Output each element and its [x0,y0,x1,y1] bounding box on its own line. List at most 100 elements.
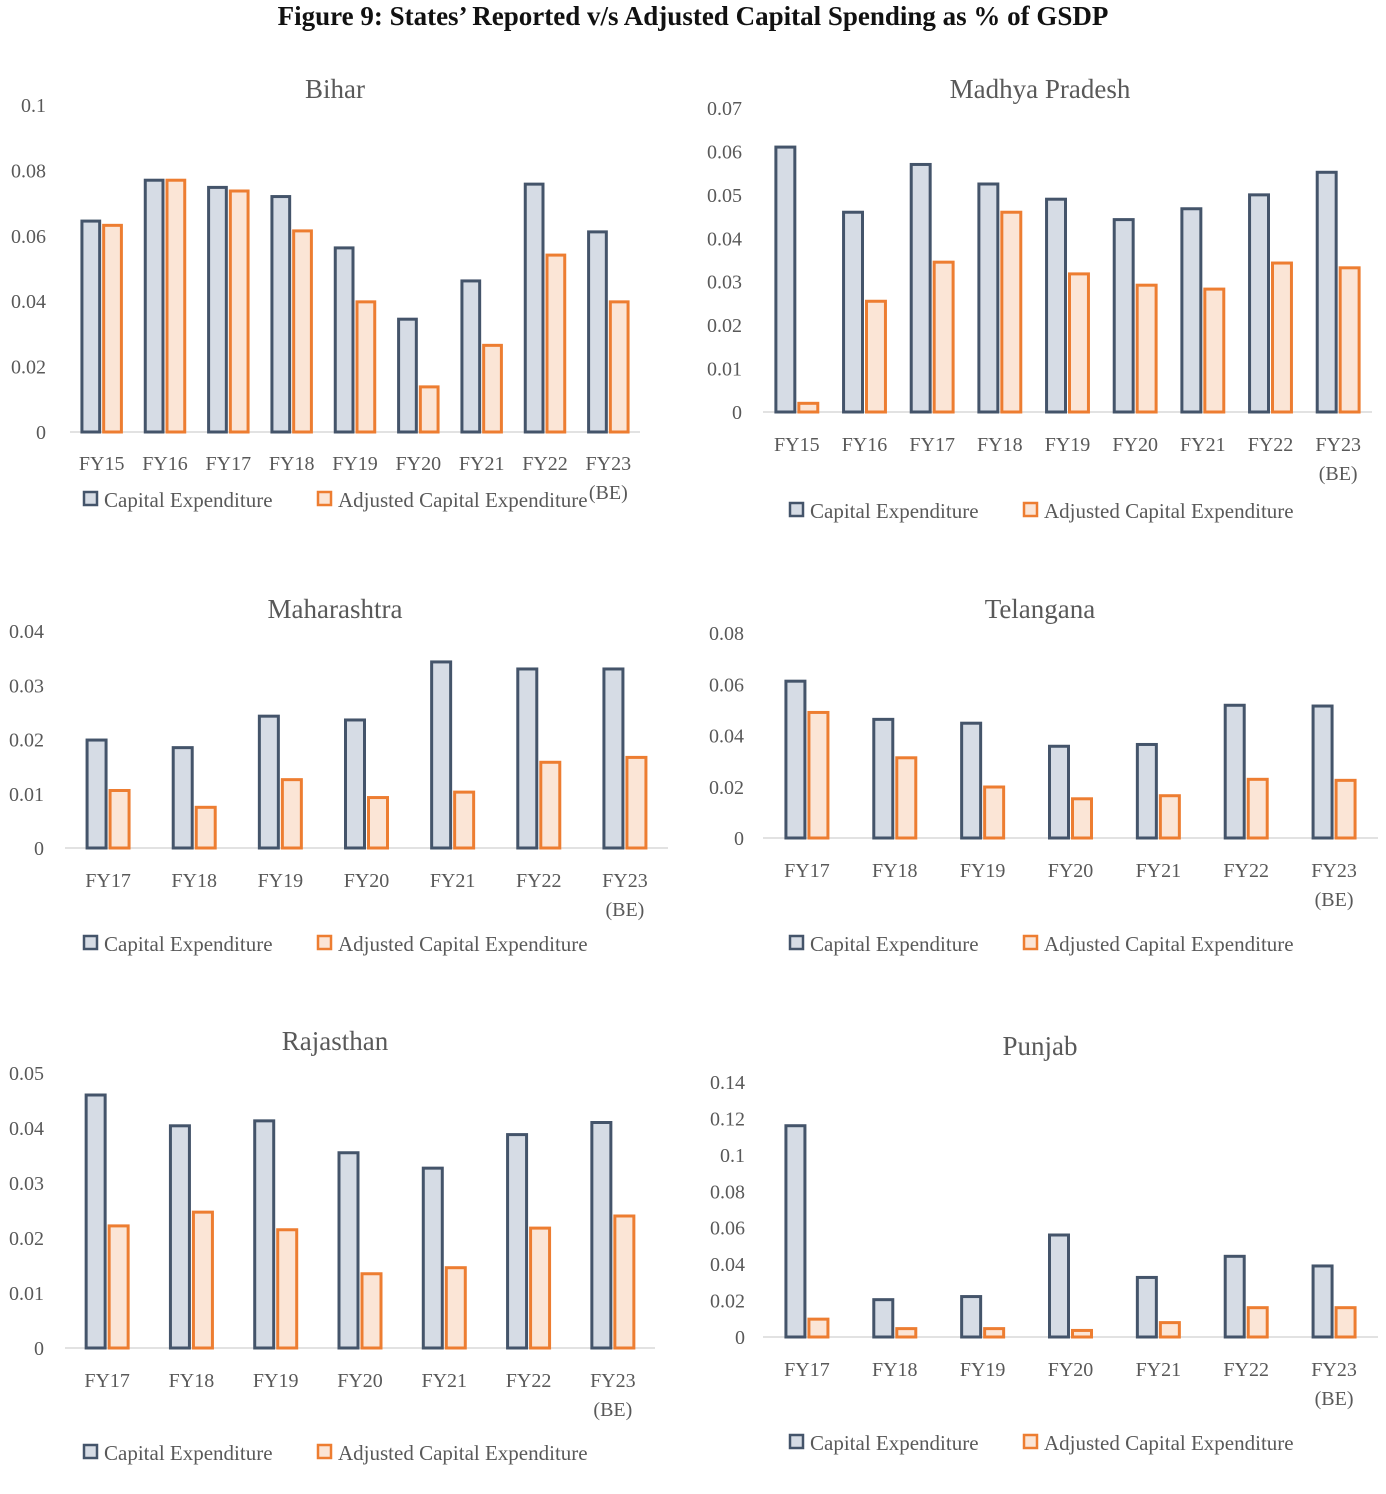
y-tick-label: 0 [34,838,44,860]
bar-adjusted-capital-expenditure [108,788,131,850]
legend-swatch-adjusted-capital-expenditure [1022,1433,1039,1450]
chart-panel: Rajasthan 0 0.01 0.02 0.03 0.04 0.05 FY17 FY18 FY… [9,1026,655,1465]
bar-capital-expenditure [1112,218,1135,414]
legend-label: Capital Expenditure [104,932,273,956]
x-category-label: FY21 [1180,434,1226,456]
y-tick-label: 0.1 [720,1145,745,1167]
x-category-label: FY19 [253,1370,299,1392]
x-category-label: FY23 (BE) [1311,1359,1357,1410]
bar-capital-expenditure [430,660,453,850]
x-category-label: FY20 [396,453,442,475]
x-category-label: FY23 (BE) [1315,434,1361,485]
y-tick-label: 0.01 [9,1283,44,1305]
bar-adjusted-capital-expenditure [608,300,630,434]
bar-adjusted-capital-expenditure [194,805,217,850]
bar-capital-expenditure [460,279,482,434]
y-tick-label: 0.02 [9,730,44,752]
bar-capital-expenditure [253,1119,276,1350]
x-category-label: FY21 [1136,860,1182,882]
y-tick-label: 0.04 [707,228,742,250]
y-tick-label: 0.08 [710,1181,745,1203]
legend-swatch-adjusted-capital-expenditure [1022,501,1039,518]
bar-capital-expenditure [1311,704,1334,840]
bar-adjusted-capital-expenditure [355,300,377,434]
y-tick-label: 0.04 [9,1118,44,1140]
x-category-label: FY16 [142,453,188,475]
y-tick-label: 0.03 [707,272,742,294]
x-category-label: FY17 [206,453,252,475]
bar-capital-expenditure [784,679,807,840]
bar-capital-expenditure [960,1295,983,1339]
y-tick-label: 0.06 [710,1218,745,1240]
bar-adjusted-capital-expenditure [102,223,123,434]
x-category-label: FY22 [1223,1359,1269,1381]
y-tick-label: 0.01 [707,359,742,381]
x-category-label: FY15 [79,453,125,475]
chart-title: Bihar [305,74,365,104]
bar-capital-expenditure [977,182,1000,414]
x-category-label: FY16 [842,434,888,456]
legend-label: Adjusted Capital Expenditure [1044,932,1294,956]
figure-title: Figure 9: States’ Reported v/s Adjusted … [277,1,1109,31]
y-tick-label: 0.06 [707,141,742,163]
bar-adjusted-capital-expenditure [367,796,389,850]
bar-capital-expenditure [516,667,539,850]
x-category-label: FY21 [1136,1359,1182,1381]
legend-swatch-adjusted-capital-expenditure [1022,934,1039,951]
bar-adjusted-capital-expenditure [807,710,830,840]
x-category-label: FY18 [872,860,918,882]
x-category-label: FY19 [332,453,378,475]
bar-adjusted-capital-expenditure [983,785,1006,840]
x-category-label: FY17 [84,1370,130,1392]
y-tick-label: 0 [34,1338,44,1360]
x-category-label: FY23 (BE) [602,870,648,921]
bar-capital-expenditure [590,1121,613,1350]
bar-adjusted-capital-expenditure [276,1228,299,1350]
bar-capital-expenditure [333,246,355,434]
bar-capital-expenditure [84,1093,107,1350]
legend-swatch-capital-expenditure [82,490,99,507]
bar-adjusted-capital-expenditure [1000,210,1023,414]
legend-label: Adjusted Capital Expenditure [338,1441,588,1465]
legend-swatch-capital-expenditure [788,1433,805,1450]
bar-capital-expenditure [774,145,797,414]
x-category-label: FY17 [784,1359,830,1381]
legend-swatch-capital-expenditure [82,1443,99,1460]
bar-capital-expenditure [872,1298,895,1339]
bar-capital-expenditure [257,714,280,850]
y-tick-label: 0.04 [709,726,744,748]
x-category-label: FY23 (BE) [1311,860,1357,911]
y-tick-label: 0.04 [9,621,44,643]
bar-capital-expenditure [909,162,932,414]
bar-adjusted-capital-expenditure [453,790,476,850]
bar-adjusted-capital-expenditure [418,385,440,434]
x-category-label: FY19 [960,860,1006,882]
bar-capital-expenditure [1223,703,1246,840]
y-tick-label: 0.05 [707,185,742,207]
bar-capital-expenditure [506,1133,529,1350]
legend-swatch-adjusted-capital-expenditure [316,1443,333,1460]
x-category-label: FY22 [516,870,562,892]
bar-adjusted-capital-expenditure [1246,1306,1269,1339]
chart-panel: Telangana 0 0.02 0.04 0.06 0.08 FY17 FY18 FY19 FY… [709,594,1378,956]
y-tick-label: 0.12 [710,1108,745,1130]
bar-capital-expenditure [207,185,228,434]
bar-adjusted-capital-expenditure [1135,283,1158,414]
bar-capital-expenditure [143,178,165,434]
legend-swatch-capital-expenditure [788,501,805,518]
bar-adjusted-capital-expenditure [539,760,562,850]
x-category-label: FY18 [872,1359,918,1381]
bar-capital-expenditure [1311,1264,1334,1339]
x-category-label: FY18 [977,434,1023,456]
x-category-label: FY20 [344,870,390,892]
x-category-label: FY20 [1112,434,1158,456]
bar-capital-expenditure [1135,1275,1158,1339]
x-category-label: FY21 [430,870,476,892]
x-category-label: FY20 [1048,1359,1094,1381]
chart-title: Rajasthan [282,1026,389,1056]
x-category-label: FY19 [1045,434,1091,456]
legend-swatch-adjusted-capital-expenditure [316,934,333,951]
legend-label: Adjusted Capital Expenditure [1044,1431,1294,1455]
y-tick-label: 0.02 [9,1228,44,1250]
y-tick-label: 0.03 [9,1173,44,1195]
